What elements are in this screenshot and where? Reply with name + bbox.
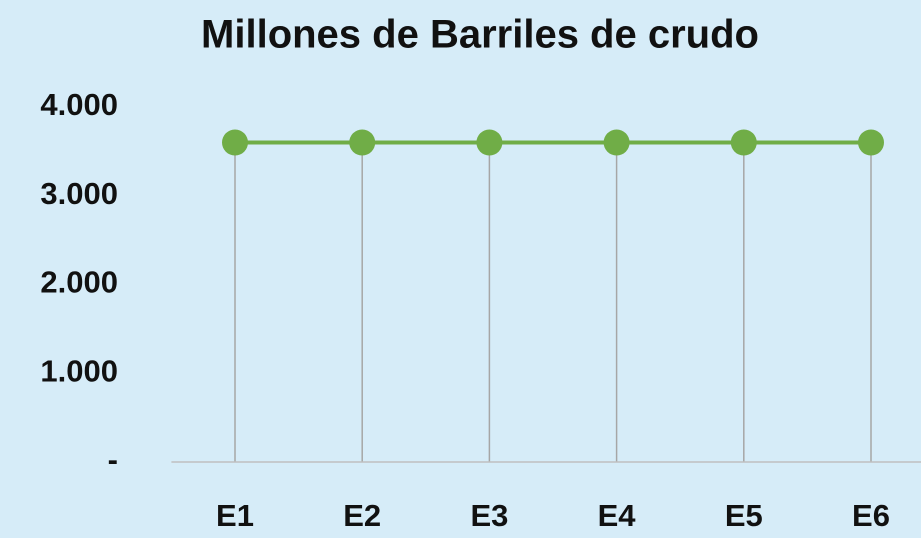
x-tick-label: E4 [598, 498, 637, 533]
chart-title: Millones de Barriles de crudo [201, 13, 759, 57]
y-tick-label: 3.000 [40, 176, 118, 211]
x-tick-label: E6 [852, 498, 890, 533]
x-tick-label: E5 [725, 498, 763, 533]
marker [603, 129, 630, 156]
x-tick-label: E3 [470, 498, 508, 533]
x-tick-label: E2 [343, 498, 381, 533]
y-tick-label: 1.000 [40, 353, 118, 388]
marker [222, 129, 248, 156]
y-tick-label: 2.000 [40, 265, 118, 300]
y-tick-label: - [108, 442, 118, 477]
x-tick-label: E1 [216, 498, 254, 533]
marker [349, 129, 376, 156]
marker [858, 129, 884, 156]
marker [730, 129, 757, 156]
marker [476, 129, 503, 156]
y-tick-label: 4.000 [40, 87, 118, 122]
